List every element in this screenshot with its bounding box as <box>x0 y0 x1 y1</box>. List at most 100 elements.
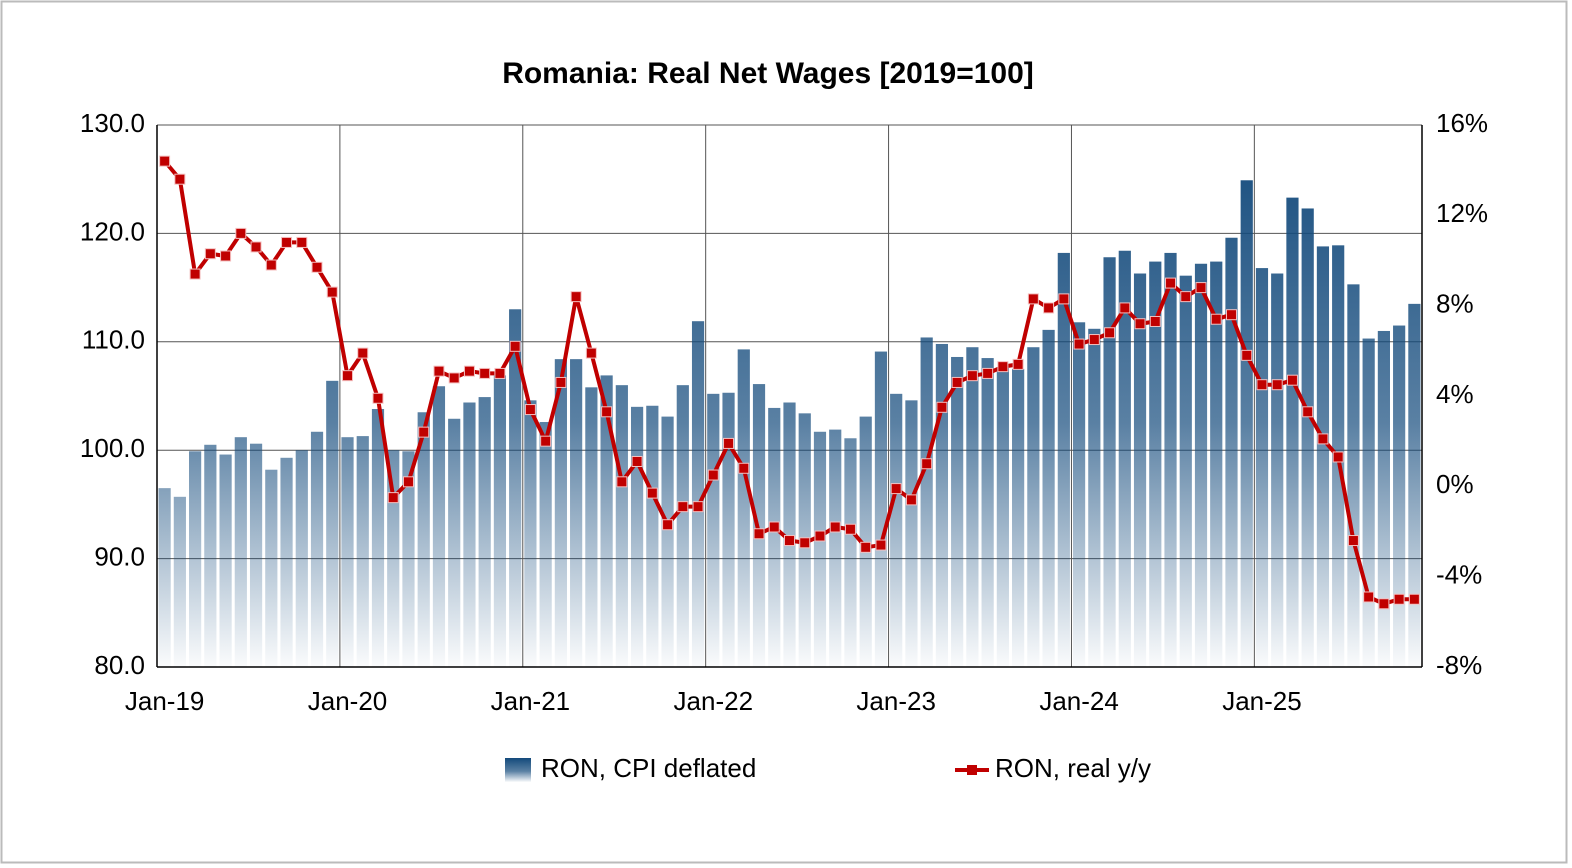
bar <box>951 356 964 667</box>
bar <box>874 351 888 667</box>
legend-label: RON, real y/y <box>995 753 1151 783</box>
line-marker <box>281 236 293 248</box>
bar <box>1057 252 1070 668</box>
bar <box>1088 328 1101 667</box>
line-marker <box>1104 327 1116 339</box>
line-marker <box>966 370 978 382</box>
line-marker <box>799 537 811 549</box>
bar <box>661 416 674 667</box>
line-marker <box>250 241 262 253</box>
line-marker <box>890 483 902 495</box>
line-marker <box>1256 379 1268 391</box>
line-marker <box>1363 591 1375 603</box>
bar <box>1286 197 1299 668</box>
bar <box>966 347 979 667</box>
bar <box>676 385 689 667</box>
bar <box>249 443 263 667</box>
bar <box>844 438 857 667</box>
x-tick-label: Jan-24 <box>1039 686 1119 716</box>
x-tick-label: Jan-21 <box>491 686 571 716</box>
line-marker <box>646 487 658 499</box>
bar <box>1347 284 1360 667</box>
bar <box>890 393 903 667</box>
line-marker <box>1378 598 1390 610</box>
y2-tick-label: 12% <box>1436 198 1488 228</box>
line-marker <box>951 376 963 388</box>
line-marker <box>509 340 521 352</box>
bar <box>1362 338 1375 667</box>
bar <box>554 359 567 667</box>
bar <box>646 405 659 667</box>
bar <box>691 321 705 667</box>
line-marker <box>1058 293 1070 305</box>
bar <box>448 418 461 667</box>
line-marker <box>662 519 674 531</box>
bar <box>600 375 613 667</box>
y2-tick-label: 0% <box>1436 469 1474 499</box>
line-marker <box>1210 313 1222 325</box>
line-marker <box>1347 535 1359 547</box>
line-marker <box>1286 374 1298 386</box>
line-marker <box>494 367 506 379</box>
chart-title: Romania: Real Net Wages [2019=100] <box>502 57 1034 90</box>
bar <box>1316 246 1330 667</box>
y2-tick-label: 8% <box>1436 289 1474 319</box>
y-tick-label: 120.0 <box>80 216 145 246</box>
y-tick-label: 130.0 <box>80 108 145 138</box>
bar <box>371 409 385 667</box>
line-marker <box>1317 433 1329 445</box>
line-marker <box>1195 282 1207 294</box>
line-marker <box>723 437 735 449</box>
bar <box>539 422 552 667</box>
bar <box>1149 261 1162 667</box>
line-marker <box>1408 593 1420 605</box>
x-tick-label: Jan-22 <box>674 686 754 716</box>
line-marker <box>570 291 582 303</box>
line-marker <box>204 248 216 260</box>
bar <box>1210 261 1223 667</box>
bar <box>1255 268 1269 667</box>
line-marker <box>524 404 536 416</box>
bar <box>524 400 537 667</box>
line-marker <box>1134 318 1146 330</box>
line-marker <box>875 539 887 551</box>
bar <box>615 385 628 667</box>
bar <box>509 309 522 667</box>
line-marker <box>738 462 750 474</box>
line-marker <box>616 476 628 488</box>
bar <box>1377 330 1390 667</box>
bar <box>432 386 446 667</box>
line-marker <box>753 528 765 540</box>
legend-swatch <box>505 758 531 782</box>
bar <box>280 457 293 667</box>
bar <box>341 437 354 667</box>
bar <box>1072 322 1086 667</box>
bar <box>1393 325 1406 667</box>
line-marker <box>692 501 704 513</box>
bar <box>1179 275 1192 667</box>
line-marker <box>1180 291 1192 303</box>
line-marker <box>433 365 445 377</box>
line-marker <box>784 535 795 547</box>
bar <box>905 400 918 667</box>
bar <box>981 358 994 667</box>
bar <box>1240 180 1253 667</box>
y2-tick-label: -8% <box>1436 650 1482 680</box>
x-tick-label: Jan-23 <box>856 686 936 716</box>
legend-swatch-marker <box>967 765 977 775</box>
bar <box>722 392 735 667</box>
bar <box>234 437 247 667</box>
line-marker <box>1149 315 1161 327</box>
line-marker <box>707 469 719 481</box>
line-marker <box>585 347 597 359</box>
line-marker <box>555 376 567 388</box>
line-marker <box>860 541 872 553</box>
line-marker <box>921 458 933 470</box>
line-marker <box>1119 302 1131 314</box>
line-marker <box>1302 406 1314 418</box>
line-marker <box>540 435 552 447</box>
bar <box>326 380 339 667</box>
x-tick-label: Jan-19 <box>125 686 205 716</box>
bar <box>463 402 476 667</box>
